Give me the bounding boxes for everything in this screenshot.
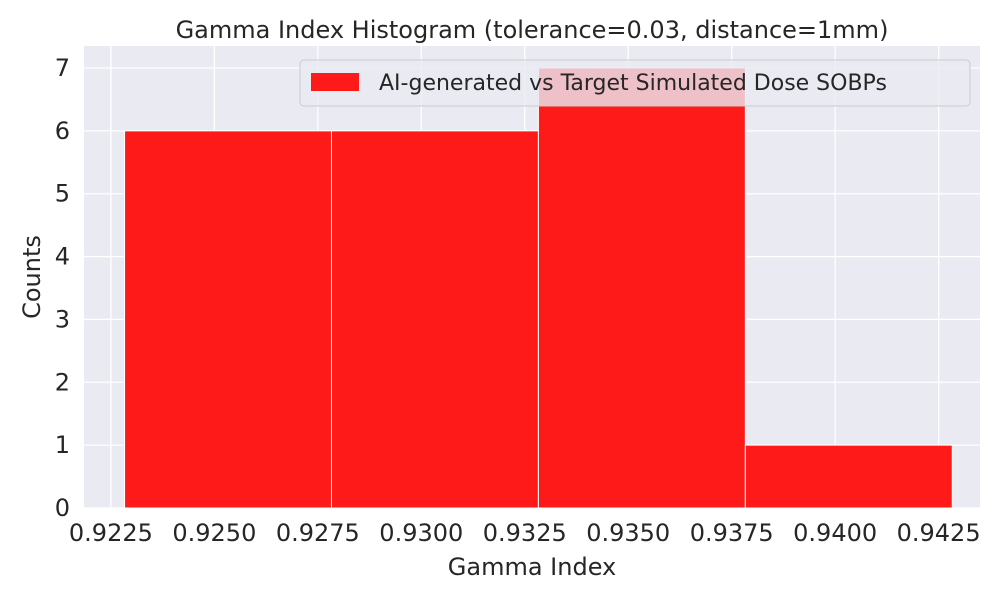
legend-box [299, 59, 971, 107]
y-tick-label: 0 [55, 494, 70, 522]
x-tick-label: 0.9325 [483, 519, 567, 547]
x-tick-label: 0.9300 [379, 519, 463, 547]
histogram-bar [744, 444, 953, 509]
x-tick-label: 0.9225 [69, 519, 153, 547]
x-tick-label: 0.9425 [897, 519, 981, 547]
y-tick-label: 4 [55, 243, 70, 271]
y-tick-label: 5 [55, 180, 70, 208]
legend-swatch [311, 73, 359, 91]
y-tick-labels: 0 1 2 3 4 5 6 7 [55, 54, 70, 522]
x-tick-label: 0.9350 [586, 519, 670, 547]
y-tick-label: 6 [55, 117, 70, 145]
bars-layer [124, 67, 953, 509]
legend-label: AI-generated vs Target Simulated Dose SO… [379, 71, 887, 96]
chart-title: Gamma Index Histogram (tolerance=0.03, d… [176, 16, 889, 44]
y-tick-label: 2 [55, 368, 70, 396]
histogram-bar [537, 67, 746, 509]
y-tick-label: 1 [55, 431, 70, 459]
x-tick-labels: 0.9225 0.9250 0.9275 0.9300 0.9325 0.9350 0.93… [69, 519, 981, 547]
x-axis-label: Gamma Index [448, 553, 616, 581]
y-tick-label: 3 [55, 305, 70, 333]
x-tick-label: 0.9375 [690, 519, 774, 547]
histogram-bar [124, 130, 332, 509]
histogram-bar [330, 130, 539, 509]
x-tick-label: 0.9275 [276, 519, 360, 547]
x-tick-label: 0.9250 [172, 519, 256, 547]
y-tick-label: 7 [55, 54, 70, 82]
y-axis-label: Counts [18, 235, 46, 319]
x-tick-label: 0.9400 [793, 519, 877, 547]
legend: AI-generated vs Target Simulated Dose SO… [299, 59, 971, 107]
